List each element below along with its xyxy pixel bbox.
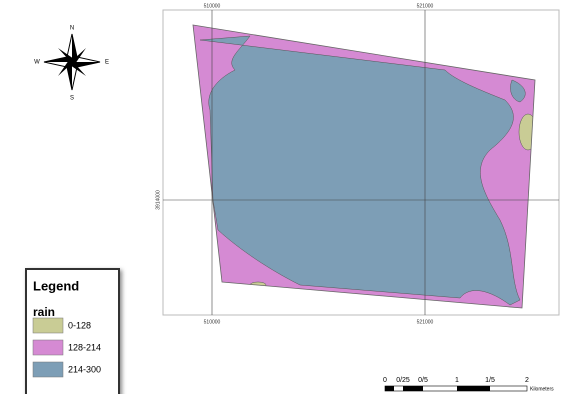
scale-bar — [384, 385, 528, 392]
grid-label: 521000 — [417, 3, 434, 9]
grid-label: 521000 — [417, 319, 434, 325]
scale-label: 1/5 — [485, 377, 495, 384]
compass-label: W — [34, 60, 40, 66]
study-area — [192, 24, 536, 309]
scale-label: 0 — [383, 377, 387, 384]
scale-unit: Kilometers — [530, 386, 554, 392]
compass-label: S — [70, 96, 74, 102]
legend-label: 214-300 — [68, 364, 101, 374]
scale-label: 0/25 — [396, 377, 410, 384]
legend-swatch — [32, 339, 64, 356]
scale-label: 2 — [525, 377, 529, 384]
north-arrow — [43, 33, 101, 91]
legend-swatch — [32, 317, 64, 334]
class-214-300 — [510, 79, 526, 103]
legend-title: Legend — [33, 278, 79, 293]
legend-label: 0-128 — [68, 320, 91, 330]
grid-label: 3914000 — [155, 190, 161, 210]
class-214-300 — [199, 35, 521, 306]
scale-label: 0/5 — [418, 377, 428, 384]
legend-label: 128-214 — [68, 342, 101, 352]
compass-label: E — [105, 60, 109, 66]
legend-swatch — [32, 361, 64, 378]
rain-raster — [193, 25, 535, 308]
grid-label: 510000 — [204, 3, 221, 9]
legend-layer: rain — [33, 305, 55, 319]
scale-label: 1 — [455, 377, 459, 384]
grid-label: 510000 — [204, 319, 221, 325]
compass-label: N — [70, 26, 74, 32]
